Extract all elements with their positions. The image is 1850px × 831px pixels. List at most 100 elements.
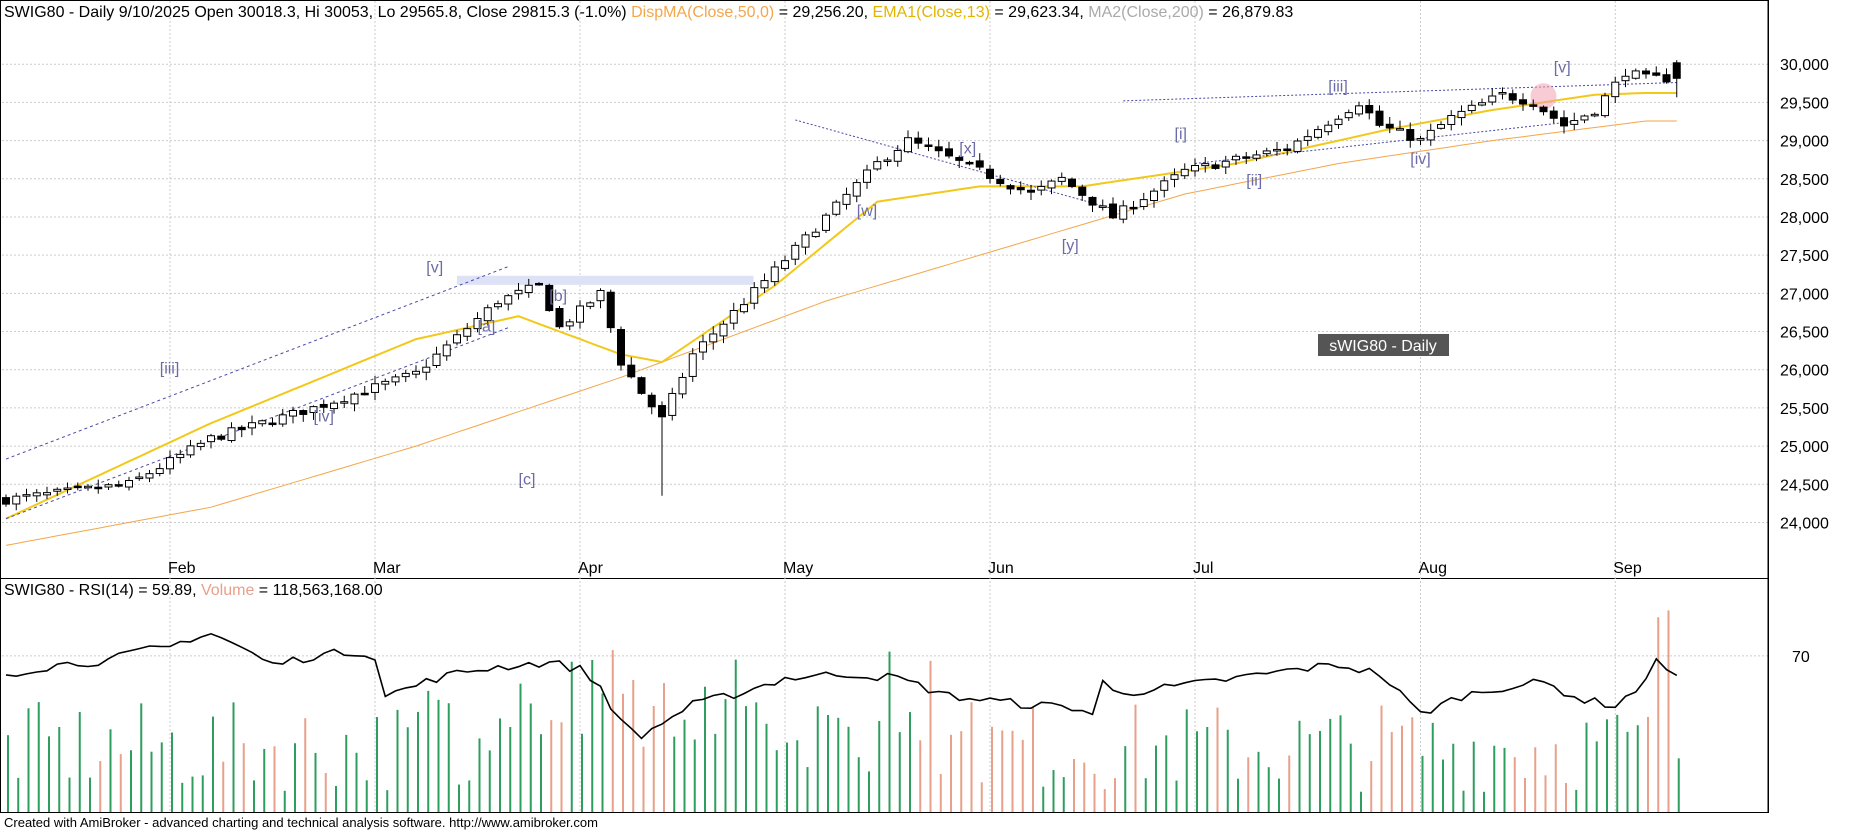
watermark: sWIG80 - Daily [1329,338,1437,355]
candle-body [883,159,892,163]
candle-body [1662,74,1671,83]
price-tick-label: 29,000 [1780,134,1829,151]
candle-body [904,137,912,153]
candle-body [125,480,133,488]
month-tick-label: Jul [1193,560,1213,577]
candle-body [43,492,51,496]
wave-label: [iii] [1328,79,1348,96]
price-tick-label: 27,500 [1780,248,1829,265]
footer-credit: Created with AmiBroker - advanced charti… [4,815,598,830]
candle-body [1601,95,1609,117]
candle-body [565,321,574,327]
candle-body [1180,168,1189,177]
ema-13-line [5,92,1677,520]
candle-body [801,234,810,248]
candle-body [986,168,994,179]
candle-body [750,287,759,304]
moving-average-layer [5,92,1677,546]
price-tick-label: 25,500 [1780,401,1829,418]
candle-body [1437,124,1445,129]
trendline-layer [5,82,1677,520]
wave-label: [v] [426,260,443,277]
candle-body [1375,110,1384,126]
volume-label: Volume [201,582,254,599]
candle-body [1560,117,1568,127]
candle-body [1037,185,1046,191]
candle-body [688,353,697,377]
month-tick-label: Sep [1613,560,1642,577]
month-tick-label: Feb [168,560,196,577]
candle-body [1201,163,1210,167]
rsi-panel-frame [0,578,1769,813]
candle-body [289,409,297,417]
candle-body [432,353,441,367]
candle-body [227,427,236,442]
descending-resistance-line [795,119,1124,213]
candle-body [442,344,451,357]
candle-body [822,214,830,231]
candle-body [1672,62,1681,79]
candle-body [1057,176,1066,182]
candle-body [1549,110,1558,119]
candle-body [1232,155,1240,161]
candle-body [1447,115,1456,125]
candle-body [1016,187,1025,191]
wave-label: [w] [857,203,877,220]
candle-body [1396,128,1404,131]
candle-body [514,289,523,295]
candle-body [729,310,738,324]
candle-body [535,282,543,286]
candle-body [237,426,246,431]
candle-body [176,453,185,459]
candle-body [791,244,800,260]
candle-body [965,161,974,165]
price-tick-label: 29,500 [1780,95,1829,112]
wave-label: [ii] [1246,173,1262,190]
candle-body [545,284,554,312]
candle-body [1242,156,1251,159]
candle-body [555,307,564,328]
candle-body [1273,148,1281,152]
axis-layer: 24,000 24,500 25,000 25,500 26,000 26,500 27,0… [168,0,1829,812]
wave-label: [iii] [160,361,180,378]
candle-body [1590,113,1599,117]
candle-body [1385,123,1394,129]
candle-body [94,486,103,490]
candle-body [1508,93,1517,101]
candle-body [1457,110,1466,119]
candle-body [309,406,318,414]
candle-body [155,468,164,475]
candle-body [330,402,338,410]
ma2-label: MA2(Close,200) [1088,4,1204,21]
candle-body [1221,160,1230,168]
candle-body [945,148,953,157]
candlestick-series [2,60,1681,511]
candle-body [504,295,513,305]
candle-body [145,473,154,479]
rsi-text: SWIG80 - RSI(14) = 59.89, [4,582,201,599]
price-tick-label: 26,500 [1780,325,1829,342]
wave-label: [b] [549,288,567,305]
candle-body [1262,150,1271,155]
candle-body [1303,136,1312,141]
candle-body [524,284,533,294]
wave-label: [v] [1554,60,1571,77]
candle-body [1314,129,1322,138]
candle-body [1631,70,1640,79]
candle-body [1027,189,1035,193]
candle-body [217,435,226,440]
candle-body [914,137,923,144]
price-panel-frame [0,0,1769,579]
candle-body [1078,186,1087,196]
candle-body [473,318,482,330]
wave-label: [c] [519,471,536,488]
candle-body [934,146,943,152]
candle-body [893,149,902,162]
candle-body [586,302,595,307]
resistance-zone [457,275,754,285]
candle-body [1611,81,1620,98]
candle-body [360,392,369,396]
candle-body [22,494,31,497]
ema-value: = 29,623.34, [994,4,1088,21]
candle-body [1283,148,1292,151]
